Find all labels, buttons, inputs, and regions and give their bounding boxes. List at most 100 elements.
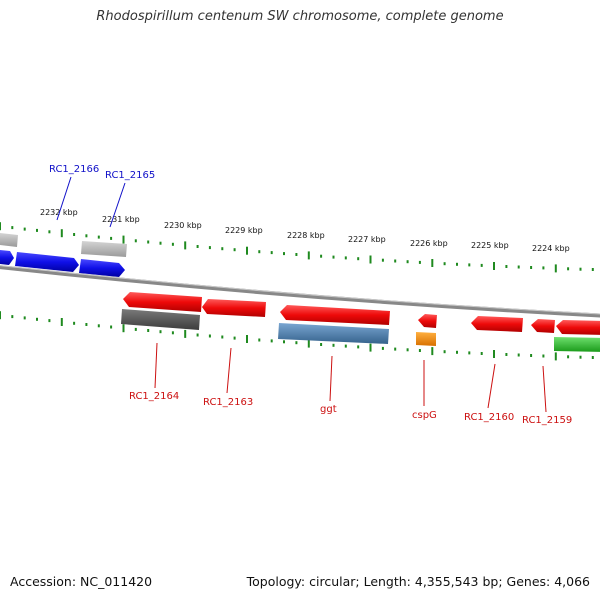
minor-tick (591, 356, 594, 359)
minor-tick (48, 230, 51, 234)
minor-tick (23, 316, 26, 320)
feature-grey[interactable] (0, 233, 18, 247)
scale-labels: 2232 kbp 2231 kbp 2230 kbp 2229 kbp 2228… (40, 208, 570, 253)
minor-tick (233, 248, 236, 252)
minor-tick (505, 265, 508, 268)
feature-dark-grey[interactable] (121, 309, 200, 330)
minor-tick (517, 265, 520, 269)
minor-tick (85, 234, 88, 238)
minor-tick (258, 250, 261, 254)
gene-rc1-2160[interactable] (471, 316, 523, 332)
minor-tick (456, 350, 458, 354)
lower-scale-ring (0, 311, 594, 361)
minor-tick (270, 339, 273, 343)
major-tick (0, 311, 1, 320)
minor-tick (357, 257, 360, 261)
minor-tick (381, 258, 384, 262)
minor-tick (23, 227, 26, 231)
minor-tick (320, 343, 323, 346)
tick-label: 2227 kbp (348, 235, 386, 244)
minor-tick (443, 262, 446, 266)
minor-tick (344, 256, 347, 260)
minor-tick (517, 353, 520, 357)
feature-orange[interactable] (416, 332, 436, 346)
minor-tick (221, 335, 224, 339)
gene-label[interactable]: RC1_2165 (105, 170, 155, 181)
leader-line (56, 176, 72, 221)
minor-tick (406, 348, 409, 352)
minor-tick (270, 251, 273, 255)
minor-tick (381, 346, 384, 350)
minor-tick (320, 254, 323, 258)
feature-grey[interactable] (81, 241, 127, 257)
minor-tick (394, 259, 397, 263)
major-tick (307, 339, 310, 348)
leader-line (329, 355, 333, 402)
gene-ggt[interactable] (280, 305, 390, 325)
major-tick (554, 264, 557, 273)
leader-line (487, 363, 496, 409)
minor-tick (11, 226, 14, 230)
major-tick (122, 324, 125, 333)
major-tick (307, 251, 310, 260)
minor-tick (283, 340, 285, 344)
gene-label[interactable]: RC1_2164 (129, 391, 179, 402)
minor-tick (394, 347, 397, 351)
minor-tick (542, 354, 545, 358)
minor-tick (147, 240, 150, 244)
chromosome-backbone-highlight (0, 265, 600, 315)
tick-label: 2231 kbp (102, 215, 140, 224)
gene-rc1-2164[interactable] (123, 292, 202, 312)
gene-label[interactable]: RC1_2160 (464, 412, 514, 423)
gene-forward[interactable] (0, 250, 14, 265)
minor-tick (468, 263, 471, 267)
gene-label[interactable]: cspG (412, 410, 437, 421)
minor-tick (443, 350, 446, 354)
minor-tick (208, 246, 211, 250)
leader-line (109, 182, 126, 228)
minor-tick (344, 344, 347, 348)
gene-rc1-2166[interactable] (15, 252, 79, 272)
major-tick (431, 347, 434, 356)
minor-tick (134, 239, 137, 243)
minor-tick (258, 338, 261, 342)
minor-tick (233, 336, 236, 340)
gene-rc1-2159[interactable] (531, 319, 555, 333)
major-tick (246, 246, 248, 255)
reverse-strand-features (121, 292, 600, 352)
minor-tick (295, 253, 298, 256)
gene-label[interactable]: ggt (320, 404, 337, 415)
minor-tick (283, 252, 285, 256)
gene-labels: RC1_2166 RC1_2165 RC1_2164 RC1_2163 ggt … (49, 164, 572, 426)
gene-label[interactable]: RC1_2163 (203, 397, 253, 408)
gene-reverse[interactable] (556, 320, 600, 335)
minor-tick (480, 352, 483, 355)
tick-label: 2229 kbp (225, 226, 263, 235)
minor-tick (159, 330, 162, 334)
minor-tick (567, 355, 570, 359)
minor-tick (579, 355, 582, 359)
minor-tick (73, 321, 76, 325)
gene-rc1-2165[interactable] (79, 259, 125, 277)
minor-tick (332, 255, 335, 259)
leader-line (226, 347, 232, 394)
feature-steelblue[interactable] (278, 323, 389, 344)
gene-cspG[interactable] (418, 314, 437, 328)
minor-tick (468, 351, 471, 355)
gene-label[interactable]: RC1_2166 (49, 164, 99, 175)
minor-tick (295, 341, 298, 345)
label-leader-lines (56, 176, 547, 413)
gene-label[interactable]: RC1_2159 (522, 415, 572, 426)
upper-scale-ring (0, 222, 594, 273)
tick-label: 2226 kbp (410, 239, 448, 248)
major-tick (122, 235, 125, 244)
minor-tick (48, 319, 51, 323)
minor-tick (196, 333, 199, 337)
major-tick (184, 329, 187, 338)
major-tick (493, 262, 495, 270)
minor-tick (418, 260, 421, 264)
feature-green[interactable] (554, 337, 600, 352)
major-tick (0, 222, 1, 231)
gene-rc1-2163[interactable] (202, 299, 266, 317)
